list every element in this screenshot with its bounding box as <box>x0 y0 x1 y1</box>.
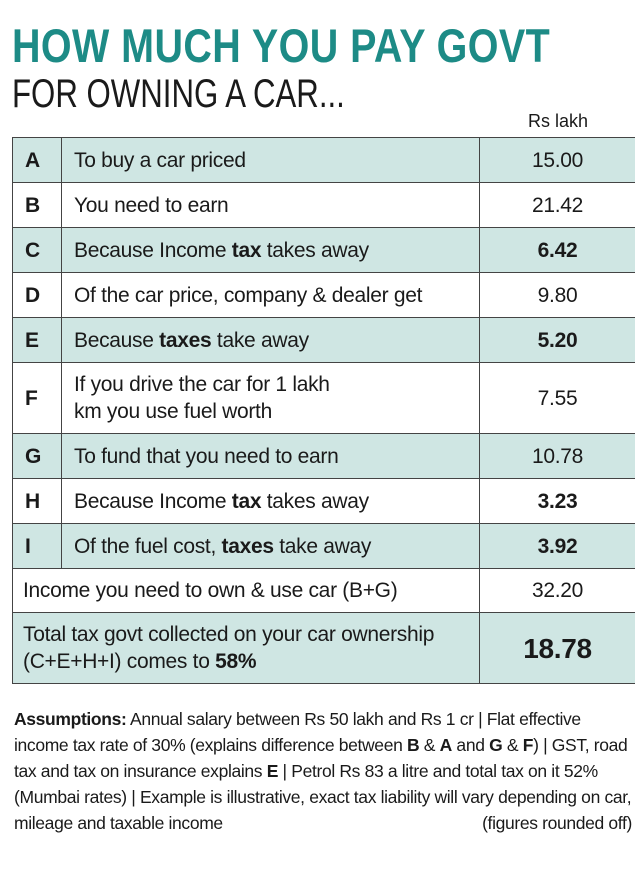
row-label: D <box>12 272 62 318</box>
text-run: & <box>502 735 523 755</box>
total-row: Income you need to own & use car (B+G) 32… <box>12 568 635 613</box>
text-run: To fund that you need to earn <box>74 444 339 468</box>
text-run: F <box>522 735 534 755</box>
row-description: Because taxes take away <box>61 317 480 363</box>
text-run: tax <box>231 489 262 513</box>
text-run: Of the car price, company & dealer get <box>74 283 423 307</box>
footnote-note: (figures rounded off) <box>482 813 632 833</box>
row-value: 21.42 <box>479 182 635 228</box>
table-row: I Of the fuel cost, taxes take away 3.92 <box>12 523 635 569</box>
text-run: To buy a car priced <box>74 148 246 172</box>
total-value: 18.78 <box>479 612 635 684</box>
footnote: Assumptions: Annual salary between Rs 50… <box>14 706 632 836</box>
text-run: E <box>266 761 279 781</box>
text-run: & <box>419 735 440 755</box>
text-run: taxes <box>221 534 275 558</box>
row-value: 15.00 <box>479 137 635 183</box>
row-value: 3.23 <box>479 478 635 524</box>
total-value: 32.20 <box>479 568 635 613</box>
table-row: A To buy a car priced 15.00 <box>12 137 635 183</box>
row-description: Of the fuel cost, taxes take away <box>61 523 480 569</box>
text-run: B <box>406 735 420 755</box>
text-run: Of the fuel cost, <box>74 534 222 558</box>
text-run: Because Income <box>74 489 232 513</box>
table-row: G To fund that you need to earn 10.78 <box>12 433 635 479</box>
row-label: F <box>12 362 62 434</box>
text-run: taxes <box>159 328 212 352</box>
total-description: Total tax govt collected on your car own… <box>12 612 480 684</box>
table-row: F If you drive the car for 1 lakh km you … <box>12 362 635 434</box>
text-run: G <box>489 735 503 755</box>
text-run: Because Income <box>74 238 232 262</box>
table-row: E Because taxes take away 5.20 <box>12 317 635 363</box>
row-label: C <box>12 227 62 273</box>
text-run: ) | GST, road tax and tax on insurance e… <box>14 735 628 781</box>
row-label: A <box>12 137 62 183</box>
row-label: I <box>12 523 62 569</box>
text-run: takes away <box>261 489 369 513</box>
row-value: 3.92 <box>479 523 635 569</box>
table-row: C Because Income tax takes away 6.42 <box>12 227 635 273</box>
text-run: Because <box>74 328 160 352</box>
row-value: 10.78 <box>479 433 635 479</box>
row-value: 7.55 <box>479 362 635 434</box>
subtitle: FOR OWNING A CAR... <box>12 72 345 116</box>
text-run: tax <box>231 238 262 262</box>
row-value: 6.42 <box>479 227 635 273</box>
text-run: A <box>439 735 453 755</box>
row-description: To buy a car priced <box>61 137 480 183</box>
text-run: Income you need to own & use car (B+G) <box>23 579 398 602</box>
text-run: Annual salary between Rs 50 lakh and Rs … <box>14 709 581 755</box>
total-description: Income you need to own & use car (B+G) <box>12 568 480 613</box>
row-description: Of the car price, company & dealer get <box>61 272 480 318</box>
text-run: If you drive the car for 1 lakh km you u… <box>74 373 330 423</box>
unit-label: Rs lakh <box>528 111 589 131</box>
tax-table: A To buy a car priced 15.00 B You need to ea… <box>12 137 635 684</box>
text-run: You need to earn <box>74 193 229 217</box>
row-label: B <box>12 182 62 228</box>
row-description: If you drive the car for 1 lakh km you u… <box>61 362 480 434</box>
table-row: B You need to earn 21.42 <box>12 182 635 228</box>
row-label: E <box>12 317 62 363</box>
text-run: | Petrol Rs 83 a litre and total tax on … <box>14 761 632 833</box>
row-description: Because Income tax takes away <box>61 478 480 524</box>
text-run: take away <box>273 534 372 558</box>
row-value: 5.20 <box>479 317 635 363</box>
text-run: takes away <box>261 238 369 262</box>
table-row: H Because Income tax takes away 3.23 <box>12 478 635 524</box>
text-run: Total tax govt collected on your car own… <box>23 623 435 673</box>
row-description: Because Income tax takes away <box>61 227 480 273</box>
text-run: take away <box>211 328 309 352</box>
title: HOW MUCH YOU PAY GOVT <box>12 19 551 72</box>
row-description: To fund that you need to earn <box>61 433 480 479</box>
text-run: and <box>451 735 490 755</box>
text-run: Assumptions: <box>14 709 127 729</box>
total-row: Total tax govt collected on your car own… <box>12 612 635 684</box>
text-run: 58% <box>215 650 257 673</box>
table-row: D Of the car price, company & dealer get 9… <box>12 272 635 318</box>
row-label: G <box>12 433 62 479</box>
row-value: 9.80 <box>479 272 635 318</box>
row-description: You need to earn <box>61 182 480 228</box>
row-label: H <box>12 478 62 524</box>
